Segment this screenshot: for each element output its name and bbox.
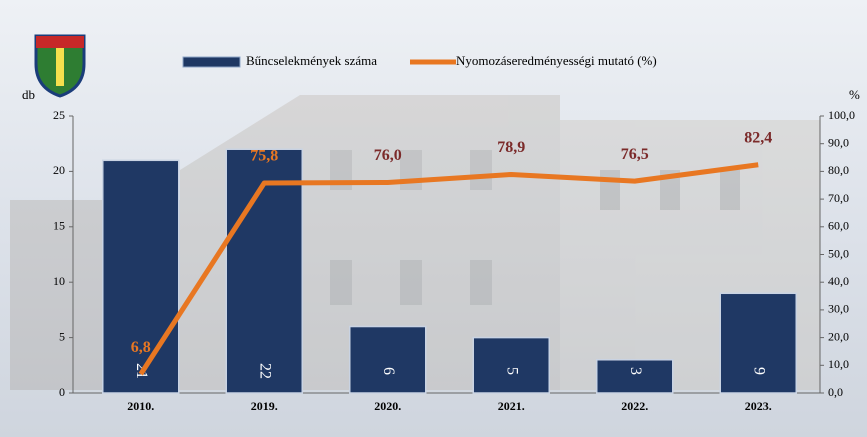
bar-value-label: 6 bbox=[380, 367, 397, 375]
y2-tick-label: 60,0 bbox=[828, 219, 849, 233]
line-value-label: 78,9 bbox=[497, 139, 525, 156]
y-tick-label: 10 bbox=[53, 274, 65, 288]
x-tick-label: 2010. bbox=[127, 399, 154, 413]
y2-tick-label: 10,0 bbox=[828, 357, 849, 371]
y-tick-label: 25 bbox=[53, 108, 65, 122]
y2-tick-label: 50,0 bbox=[828, 246, 849, 260]
legend-label: Nyomozáseredményességi mutató (%) bbox=[456, 53, 657, 68]
y-tick-label: 0 bbox=[59, 385, 65, 399]
y2-tick-label: 30,0 bbox=[828, 302, 849, 316]
x-tick-label: 2020. bbox=[374, 399, 401, 413]
y2-tick-label: 40,0 bbox=[828, 274, 849, 288]
line-value-label: 82,4 bbox=[744, 129, 772, 146]
x-tick-label: 2021. bbox=[498, 399, 525, 413]
y-tick-label: 5 bbox=[59, 329, 65, 343]
line-value-label: 76,5 bbox=[621, 146, 649, 163]
line-value-label: 6,8 bbox=[131, 339, 151, 356]
y-tick-label: 15 bbox=[53, 219, 65, 233]
x-tick-label: 2022. bbox=[621, 399, 648, 413]
logo bbox=[36, 36, 84, 96]
bar-value-label: 3 bbox=[627, 367, 644, 375]
y-axis-label: db bbox=[22, 87, 35, 102]
chart: Bűncselekmények száma Nyomozáseredményes… bbox=[0, 0, 867, 437]
y2-tick-label: 20,0 bbox=[828, 329, 849, 343]
x-tick-label: 2019. bbox=[251, 399, 278, 413]
y2-tick-label: 70,0 bbox=[828, 191, 849, 205]
line-value-label: 75,8 bbox=[250, 148, 278, 165]
y2-axis-label: % bbox=[849, 87, 860, 102]
y2-tick-label: 80,0 bbox=[828, 163, 849, 177]
bar bbox=[103, 160, 179, 393]
bar-value-label: 5 bbox=[504, 367, 521, 375]
line-value-label: 76,0 bbox=[374, 147, 402, 164]
legend-label: Bűncselekmények száma bbox=[246, 53, 377, 68]
bar-value-label: 22 bbox=[257, 363, 274, 379]
y-tick-label: 20 bbox=[53, 163, 65, 177]
y2-tick-label: 100,0 bbox=[828, 108, 855, 122]
x-tick-label: 2023. bbox=[745, 399, 772, 413]
y2-tick-label: 90,0 bbox=[828, 135, 849, 149]
y2-tick-label: 0,0 bbox=[828, 385, 843, 399]
bar bbox=[473, 338, 549, 393]
legend-bar-swatch bbox=[183, 57, 240, 67]
bar-value-label: 9 bbox=[751, 367, 768, 375]
bar bbox=[597, 360, 673, 393]
bar bbox=[350, 327, 426, 393]
bar bbox=[720, 293, 796, 393]
